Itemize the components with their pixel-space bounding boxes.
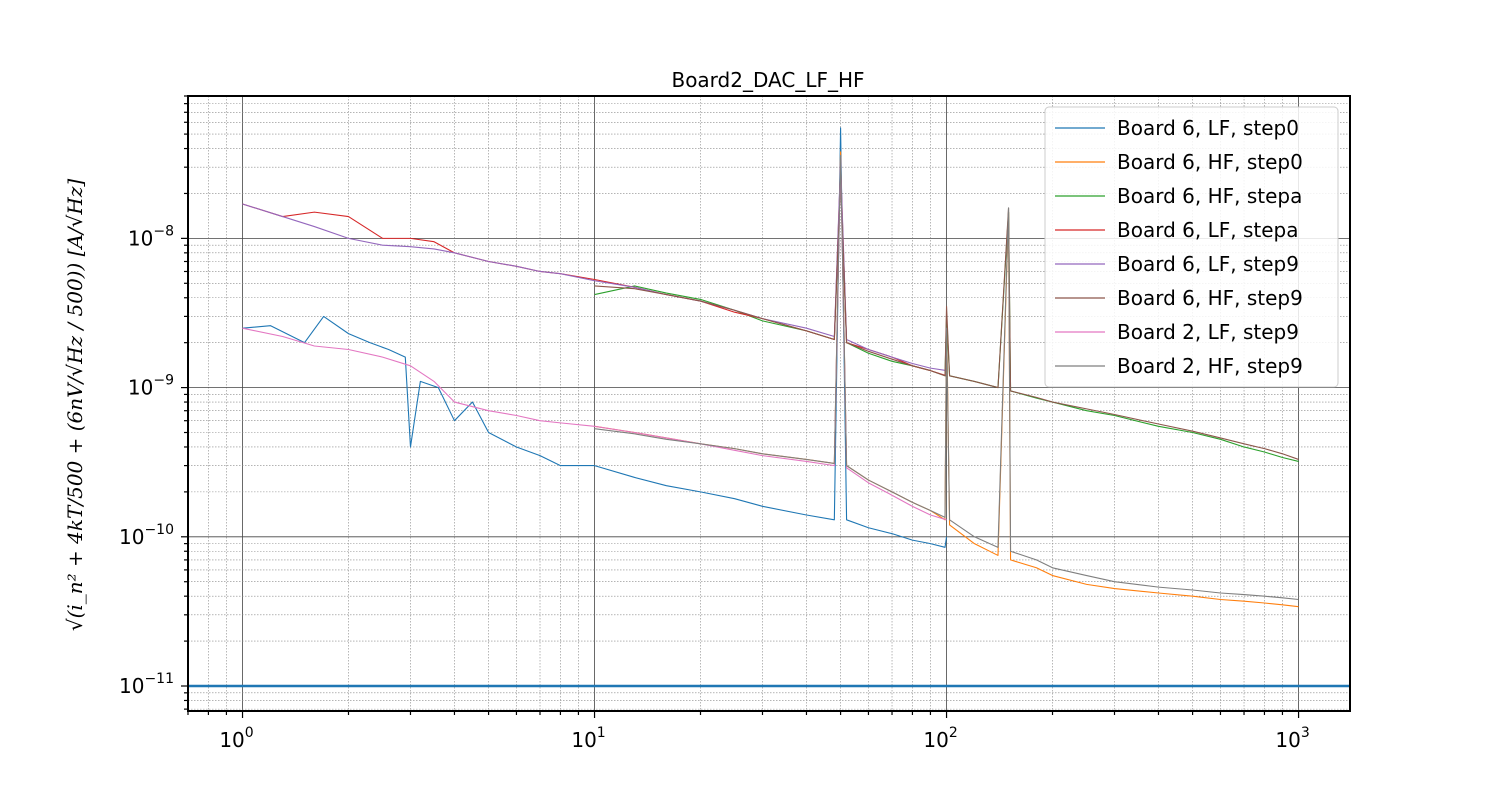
x-tick-label: 100 [219, 725, 253, 752]
x-tick-label: 102 [923, 725, 957, 752]
series-line-5 [242, 162, 947, 372]
legend-entry: Board 6, LF, step0 [1117, 116, 1299, 140]
legend-entry: Board 6, HF, step0 [1117, 150, 1303, 174]
legend: Board 6, LF, step0 Board 6, HF, step0 Boar… [1044, 106, 1339, 388]
legend-entry: Board 6, LF, stepa [1117, 218, 1298, 242]
axis-ticks [181, 95, 1300, 718]
y-tick-label: 10−9 [128, 373, 174, 400]
series-line-1 [242, 127, 948, 548]
y-tick-label: 10−10 [119, 522, 174, 549]
x-tick-label: 103 [1275, 725, 1309, 752]
series-line-7 [242, 156, 947, 521]
y-tick-label: 10−8 [128, 223, 174, 250]
series-line-6 [594, 178, 1299, 460]
chart-title: Board2_DAC_LF_HF [671, 68, 864, 92]
series-line-8 [594, 154, 1299, 601]
legend-entry: Board 6, LF, step9 [1117, 252, 1299, 276]
legend-entry: Board 6, HF, stepa [1117, 184, 1302, 208]
y-tick-labels: 10−11 10−10 10−9 10−8 [119, 223, 174, 698]
y-axis-label: √(i_n² + 4kT/500 + (6nV/√Hz / 500)) [A/√… [63, 179, 87, 631]
x-tick-labels: 100 101 102 103 [219, 725, 1309, 752]
series-layer [242, 127, 1299, 608]
legend-entry: Board 2, LF, step9 [1117, 320, 1299, 344]
legend-box [1044, 106, 1339, 388]
y-tick-label: 10−11 [119, 671, 174, 698]
x-tick-label: 101 [571, 725, 605, 752]
plot-frame [187, 95, 1351, 712]
legend-entry: Board 2, HF, step9 [1117, 354, 1303, 378]
legend-entry: Board 6, HF, step9 [1117, 286, 1303, 310]
